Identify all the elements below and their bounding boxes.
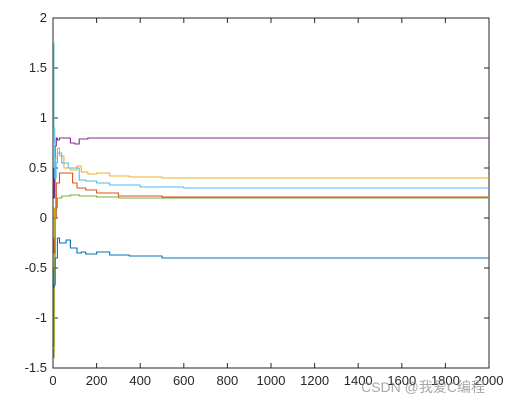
y-tick-label: 1 (40, 110, 47, 125)
x-tick-label: 800 (217, 373, 239, 388)
series-line-3 (53, 42, 489, 189)
x-tick-label: 400 (129, 373, 151, 388)
axis-ticks: 0 200 400 600 800 1000 1200 1400 1600 1800 2000 -1.… (25, 10, 504, 388)
x-tick-label: 1600 (387, 373, 416, 388)
y-tick-label: -1 (35, 310, 47, 325)
x-tick-label: 200 (86, 373, 108, 388)
y-tick-label: 1.5 (29, 60, 47, 75)
series-line-6 (53, 237, 489, 289)
x-tick-label: 2000 (475, 373, 504, 388)
y-tick-label: 2 (40, 10, 47, 25)
y-tick-label: -1.5 (25, 360, 47, 375)
y-tick-label: -0.5 (25, 260, 47, 275)
x-tick-label: 600 (173, 373, 195, 388)
x-tick-label: 1400 (344, 373, 373, 388)
watermark-text: CSDN @我爱C编程 (361, 379, 485, 395)
x-tick-label: 1200 (300, 373, 329, 388)
x-tick-label: 1000 (257, 373, 286, 388)
x-tick-label: 0 (49, 373, 56, 388)
plot-area (52, 17, 490, 369)
y-tick-label: 0.5 (29, 160, 47, 175)
y-tick-label: 0 (40, 210, 47, 225)
series-layer (53, 42, 489, 359)
x-tick-label: 1800 (431, 373, 460, 388)
